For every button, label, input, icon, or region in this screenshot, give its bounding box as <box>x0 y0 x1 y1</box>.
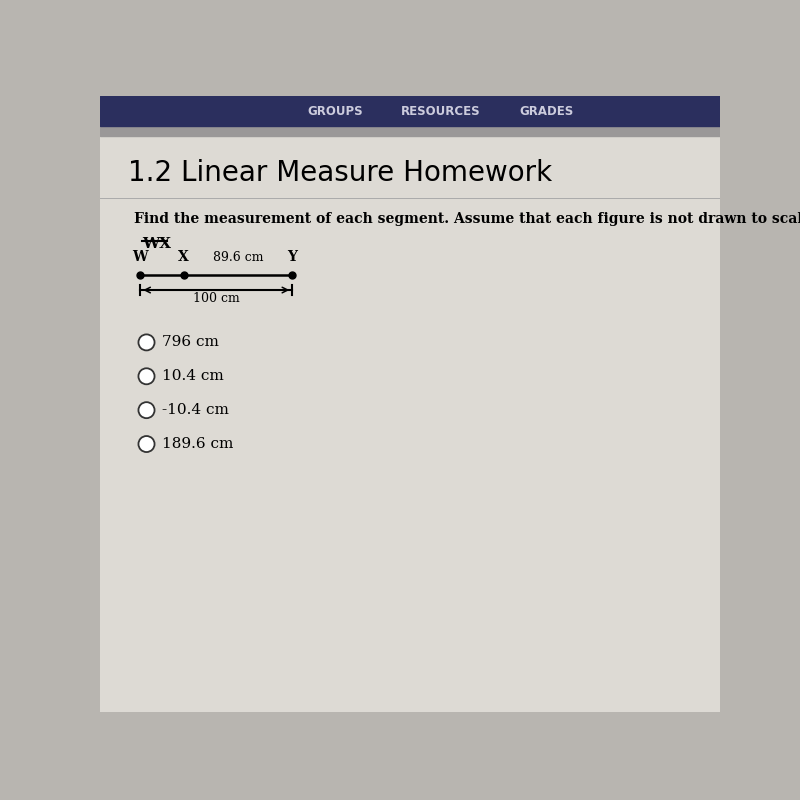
Bar <box>100 96 720 126</box>
Bar <box>100 126 720 136</box>
Circle shape <box>138 436 154 452</box>
Text: 796 cm: 796 cm <box>162 335 219 350</box>
Text: 1.2 Linear Measure Homework: 1.2 Linear Measure Homework <box>128 159 552 187</box>
Text: 100 cm: 100 cm <box>193 292 240 305</box>
Text: WX: WX <box>142 238 171 251</box>
Text: W: W <box>133 250 148 263</box>
Text: Find the measurement of each segment. Assume that each figure is not drawn to sc: Find the measurement of each segment. As… <box>134 212 800 226</box>
Text: X: X <box>178 250 189 263</box>
Text: GRADES: GRADES <box>519 105 574 118</box>
Text: 89.6 cm: 89.6 cm <box>213 250 263 263</box>
Text: 10.4 cm: 10.4 cm <box>162 370 224 383</box>
Text: Y: Y <box>287 250 298 263</box>
Circle shape <box>138 368 154 384</box>
Circle shape <box>138 334 154 350</box>
Text: 189.6 cm: 189.6 cm <box>162 437 234 451</box>
Text: RESOURCES: RESOURCES <box>401 105 481 118</box>
Circle shape <box>138 402 154 418</box>
Text: -10.4 cm: -10.4 cm <box>162 403 229 417</box>
Text: GROUPS: GROUPS <box>308 105 363 118</box>
